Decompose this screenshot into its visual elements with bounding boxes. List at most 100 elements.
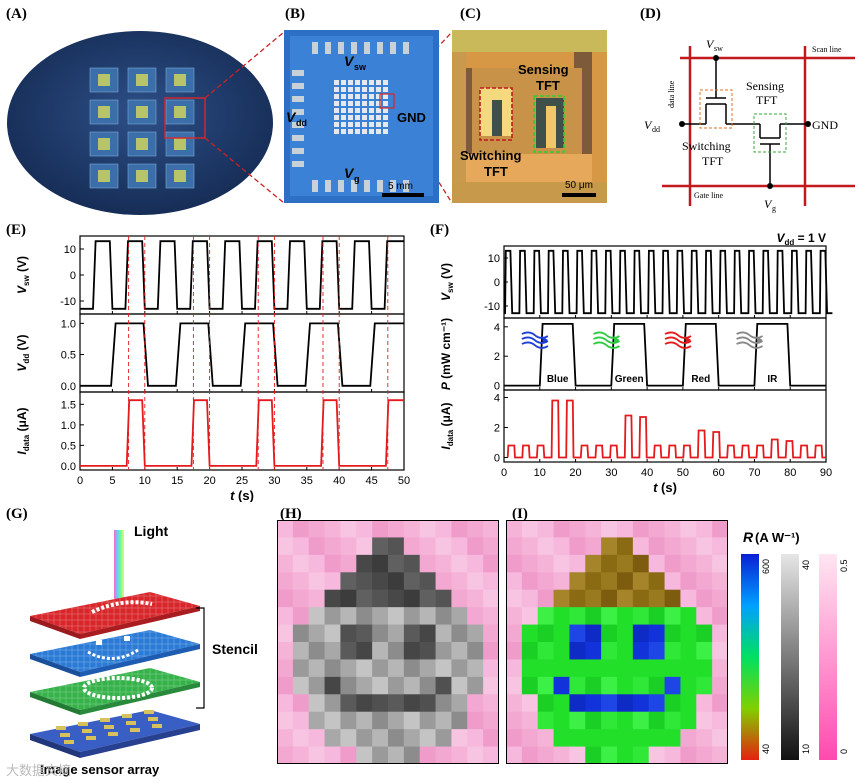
y-tick-label: -10 (484, 301, 500, 313)
y-tick-label: 0 (70, 270, 76, 282)
x-tick-label: 20 (203, 475, 215, 487)
light-label: Light (134, 523, 169, 539)
gnd-label: GND (812, 118, 838, 132)
y-axis-label: Idata (μA) (15, 407, 31, 454)
svg-text:g: g (772, 204, 776, 213)
panel-label-g: (G) (6, 506, 28, 522)
scan-line-label: Scan line (812, 45, 842, 54)
x-tick-label: 50 (398, 475, 410, 487)
x-tick-label: 5 (109, 475, 115, 487)
x-tick-label: 0 (77, 475, 83, 487)
series-line (80, 322, 404, 387)
y-axis-label: Idata (μA) (439, 402, 455, 449)
y-axis-label: Vsw (V) (439, 263, 455, 301)
y-tick-label: 10 (488, 253, 500, 265)
panel-label-c: (C) (460, 6, 481, 22)
y-tick-label: 0.0 (61, 461, 76, 473)
svg-text:sw: sw (714, 44, 723, 53)
y-tick-label: 0.5 (61, 350, 76, 362)
micrograph-scale-bar: 50 μm (565, 180, 593, 191)
vsw-label: V (706, 37, 715, 51)
y-tick-label: 0 (494, 381, 500, 393)
svg-text:TFT: TFT (756, 93, 778, 107)
pixel-circuit: V sw V dd GND V g Scan line data line Ga… (644, 37, 855, 213)
x-tick-label: 40 (333, 475, 345, 487)
light-arrow-icon (736, 331, 764, 339)
y-tick-label: 4 (494, 322, 500, 334)
x-tick-label: 0 (501, 467, 507, 479)
x-tick-label: 90 (820, 467, 832, 479)
y-axis-label: Vdd (V) (15, 334, 31, 371)
switching-tft-label: Switching (682, 139, 731, 153)
y-tick-label: 0 (494, 277, 500, 289)
panel-label-b: (B) (285, 6, 305, 22)
chip-label-vsw: V (344, 53, 355, 69)
chart-e: -10 0 10 Vsw (V) 0.0 0.5 1.0 Vdd (V) 0.0 0.5 1.0 1.… (15, 235, 410, 502)
y-tick-label: 0.5 (61, 440, 76, 452)
y-axis-label: P (mW cm⁻¹) (439, 318, 453, 390)
panel-label-i: (I) (512, 506, 528, 522)
array-label: Image sensor array (40, 762, 160, 777)
light-source-label: Green (615, 374, 644, 385)
vdd-label: V (644, 118, 653, 132)
light-arrow-icon (664, 331, 692, 339)
svg-text:TFT: TFT (702, 154, 724, 168)
series-line (506, 399, 826, 459)
colorbar-title: R (743, 529, 754, 545)
series-line (504, 323, 826, 387)
panel-label-f: (F) (430, 222, 450, 238)
y-tick-label: 2 (494, 351, 500, 363)
x-tick-label: 10 (139, 475, 151, 487)
label-switching-tft: Switching (460, 148, 521, 163)
subplot-frame (503, 389, 827, 463)
panel-label-e: (E) (6, 222, 26, 238)
chip-scale-bar: 5 mm (388, 181, 413, 192)
y-tick-label: 1.0 (61, 318, 76, 330)
y-tick-label: 10 (64, 244, 76, 256)
panel-label-a: (A) (6, 6, 27, 22)
subplot-frame (79, 313, 405, 393)
x-tick-label: 40 (641, 467, 653, 479)
chart-f: -10 0 10 Vsw (V) 0 2 4 P (mW cm⁻¹) 0 2 4 Idata (μA)… (439, 232, 833, 495)
y-tick-label: 1.5 (61, 399, 76, 411)
svg-text:sw: sw (354, 62, 367, 72)
x-axis-label: t (s) (230, 488, 254, 502)
x-tick-label: 20 (569, 467, 581, 479)
chip-photo: V sw V dd GND V g 5 mm (284, 30, 439, 203)
y-tick-label: 2 (494, 423, 500, 435)
series-line (504, 249, 833, 315)
sensing-tft-label: Sensing (746, 79, 784, 93)
cb1-max: 600 (761, 559, 771, 574)
stencil-label: Stencil (212, 641, 258, 657)
cb2-min: 10 (801, 744, 811, 754)
x-tick-label: 35 (301, 475, 313, 487)
light-arrow-icon (736, 341, 764, 349)
x-tick-label: 80 (784, 467, 796, 479)
cb1-min: 40 (761, 744, 771, 754)
colorbars: R (A W⁻¹) 600 40 40 10 0.5 0 (741, 529, 849, 760)
light-arrow-icon (593, 341, 620, 349)
svg-text:TFT: TFT (536, 78, 560, 93)
x-tick-label: 50 (677, 467, 689, 479)
svg-text:dd: dd (296, 118, 307, 128)
grayscale-image-h (277, 520, 499, 764)
vdd-annotation: Vdd = 1 V (777, 232, 826, 247)
y-tick-label: -10 (60, 296, 76, 308)
x-tick-label: 30 (605, 467, 617, 479)
x-tick-label: 25 (236, 475, 248, 487)
svg-text:g: g (354, 174, 360, 184)
vg-label: V (764, 197, 773, 211)
stencil-stack-illustration: Light Stencil Image sensor array (30, 523, 258, 777)
svg-text:TFT: TFT (484, 164, 508, 179)
tft-micrograph: Sensing TFT Switching TFT 50 μm (452, 30, 607, 203)
x-tick-label: 45 (365, 475, 377, 487)
light-source-label: IR (767, 374, 778, 385)
gate-line-label: Gate line (694, 191, 724, 200)
x-tick-label: 70 (748, 467, 760, 479)
series-line (80, 240, 404, 310)
cb3-max: 0.5 (839, 559, 849, 572)
chip-label-gnd: GND (397, 110, 426, 125)
cb2-max: 40 (801, 560, 811, 570)
data-line-label: data line (667, 80, 676, 108)
panel-label-d: (D) (640, 6, 661, 22)
